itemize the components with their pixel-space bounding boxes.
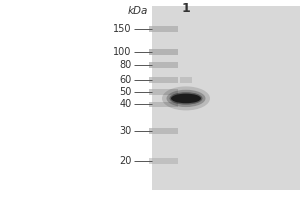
Bar [149,128,178,134]
Text: 50: 50 [119,87,131,97]
Bar [149,89,178,95]
Ellipse shape [162,86,210,110]
Ellipse shape [169,92,202,105]
Bar [149,158,178,164]
Bar [152,6,300,190]
Text: kDa: kDa [128,6,148,16]
Text: 150: 150 [113,24,131,34]
Text: 100: 100 [113,47,131,57]
Text: 40: 40 [119,99,131,109]
Bar [149,26,178,32]
Ellipse shape [167,90,206,107]
Bar [149,49,178,55]
Text: 1: 1 [182,2,190,15]
Bar [180,77,192,83]
Text: 60: 60 [119,75,131,85]
Bar [149,102,178,107]
Text: 20: 20 [119,156,131,166]
Text: 80: 80 [119,60,131,70]
Text: 30: 30 [119,126,131,136]
Ellipse shape [171,94,201,103]
Bar [149,62,178,68]
Bar [149,77,178,83]
